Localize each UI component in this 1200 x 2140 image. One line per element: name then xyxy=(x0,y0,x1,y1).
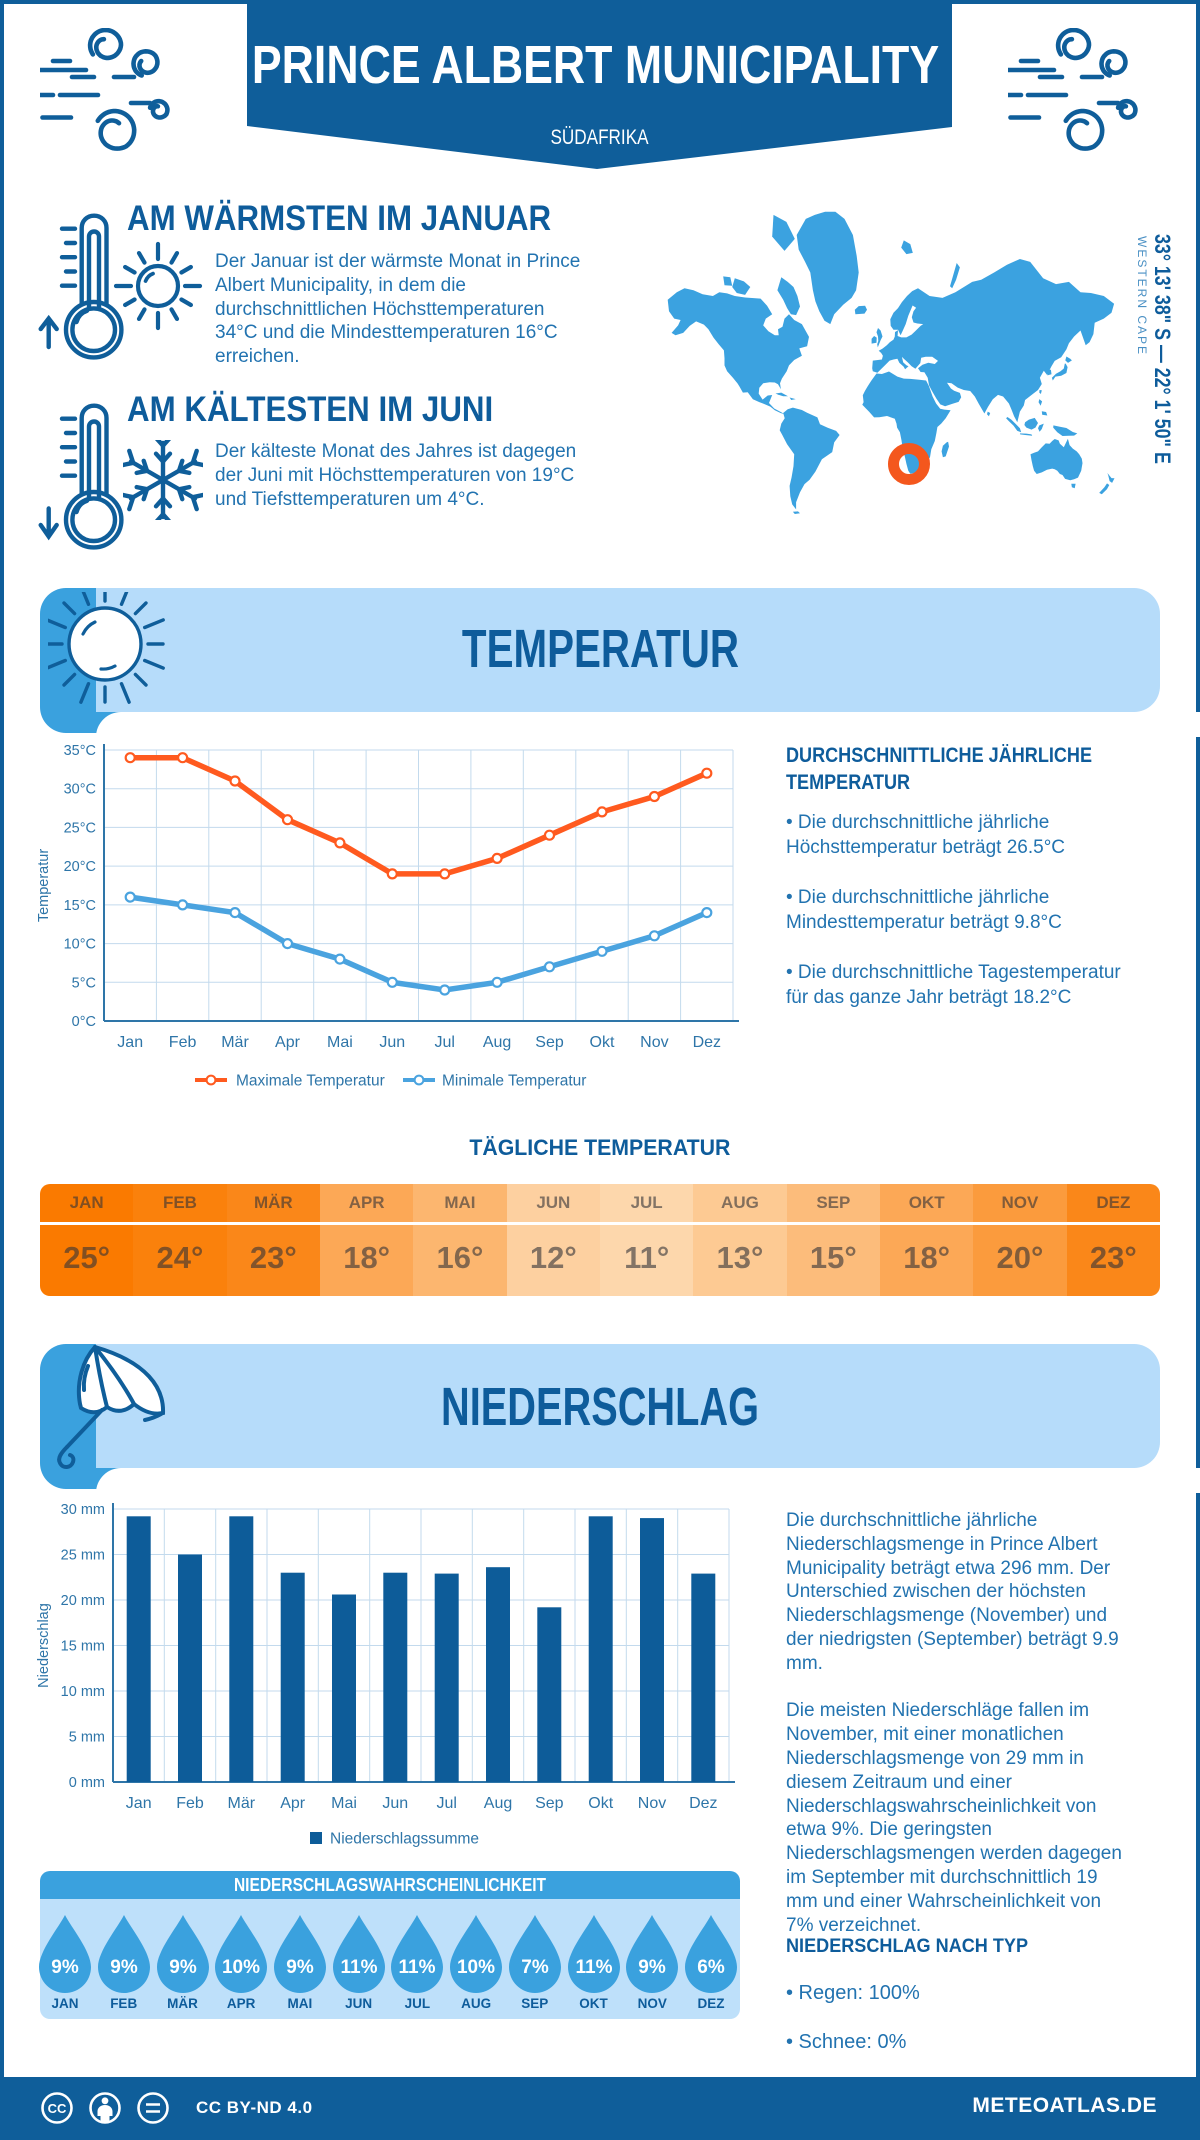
svg-text:Dez: Dez xyxy=(689,1795,717,1812)
svg-text:Maximale Temperatur: Maximale Temperatur xyxy=(236,1073,385,1090)
svg-text:Niederschlagssumme: Niederschlagssumme xyxy=(330,1831,479,1848)
svg-text:Mai: Mai xyxy=(327,1034,353,1051)
svg-text:Minimale Temperatur: Minimale Temperatur xyxy=(442,1073,586,1090)
svg-text:Jul: Jul xyxy=(434,1034,454,1051)
svg-text:30°C: 30°C xyxy=(64,782,96,798)
svg-text:6%: 6% xyxy=(697,1957,725,1978)
svg-text:7%: 7% xyxy=(521,1957,549,1978)
svg-text:Jun: Jun xyxy=(382,1795,408,1812)
svg-text:9%: 9% xyxy=(169,1957,197,1978)
svg-text:Feb: Feb xyxy=(169,1034,197,1051)
svg-text:35°C: 35°C xyxy=(64,743,96,759)
svg-text:25 mm: 25 mm xyxy=(61,1548,105,1564)
svg-text:Sep: Sep xyxy=(535,1795,564,1812)
svg-text:Mär: Mär xyxy=(221,1034,249,1051)
svg-text:9%: 9% xyxy=(110,1957,138,1978)
svg-text:Jan: Jan xyxy=(117,1034,143,1051)
svg-text:20°C: 20°C xyxy=(64,859,96,875)
svg-text:11%: 11% xyxy=(399,1957,436,1978)
svg-text:Feb: Feb xyxy=(176,1795,204,1812)
svg-text:Mär: Mär xyxy=(228,1795,256,1812)
svg-text:11%: 11% xyxy=(575,1957,612,1978)
svg-text:10%: 10% xyxy=(222,1957,260,1978)
svg-text:Okt: Okt xyxy=(588,1795,613,1812)
svg-text:Okt: Okt xyxy=(590,1034,615,1051)
svg-text:5°C: 5°C xyxy=(72,975,96,991)
svg-text:11%: 11% xyxy=(340,1957,377,1978)
svg-text:Dez: Dez xyxy=(693,1034,721,1051)
svg-text:5 mm: 5 mm xyxy=(69,1730,105,1746)
svg-text:Jul: Jul xyxy=(436,1795,456,1812)
svg-text:20 mm: 20 mm xyxy=(61,1593,105,1609)
svg-text:9%: 9% xyxy=(51,1957,79,1978)
svg-text:Aug: Aug xyxy=(483,1034,511,1051)
svg-text:Apr: Apr xyxy=(275,1034,301,1051)
svg-text:15°C: 15°C xyxy=(64,898,96,914)
svg-text:30 mm: 30 mm xyxy=(61,1502,105,1518)
svg-text:9%: 9% xyxy=(286,1957,314,1978)
svg-text:Jun: Jun xyxy=(379,1034,405,1051)
svg-text:Jan: Jan xyxy=(126,1795,152,1812)
svg-text:Nov: Nov xyxy=(640,1034,668,1051)
svg-text:Temperatur: Temperatur xyxy=(36,849,52,923)
svg-text:0 mm: 0 mm xyxy=(69,1775,105,1791)
svg-text:Mai: Mai xyxy=(331,1795,357,1812)
svg-text:0°C: 0°C xyxy=(72,1014,96,1030)
svg-text:Niederschlag: Niederschlag xyxy=(36,1603,52,1688)
svg-text:Apr: Apr xyxy=(280,1795,306,1812)
svg-text:Sep: Sep xyxy=(535,1034,564,1051)
svg-text:10 mm: 10 mm xyxy=(61,1684,105,1700)
svg-text:10%: 10% xyxy=(457,1957,495,1978)
svg-text:Aug: Aug xyxy=(484,1795,512,1812)
svg-text:9%: 9% xyxy=(639,1957,667,1978)
svg-text:10°C: 10°C xyxy=(64,937,96,953)
svg-text:Nov: Nov xyxy=(638,1795,666,1812)
svg-text:15 mm: 15 mm xyxy=(61,1639,105,1655)
svg-text:25°C: 25°C xyxy=(64,820,96,836)
svg-text:CC: CC xyxy=(48,2101,67,2116)
